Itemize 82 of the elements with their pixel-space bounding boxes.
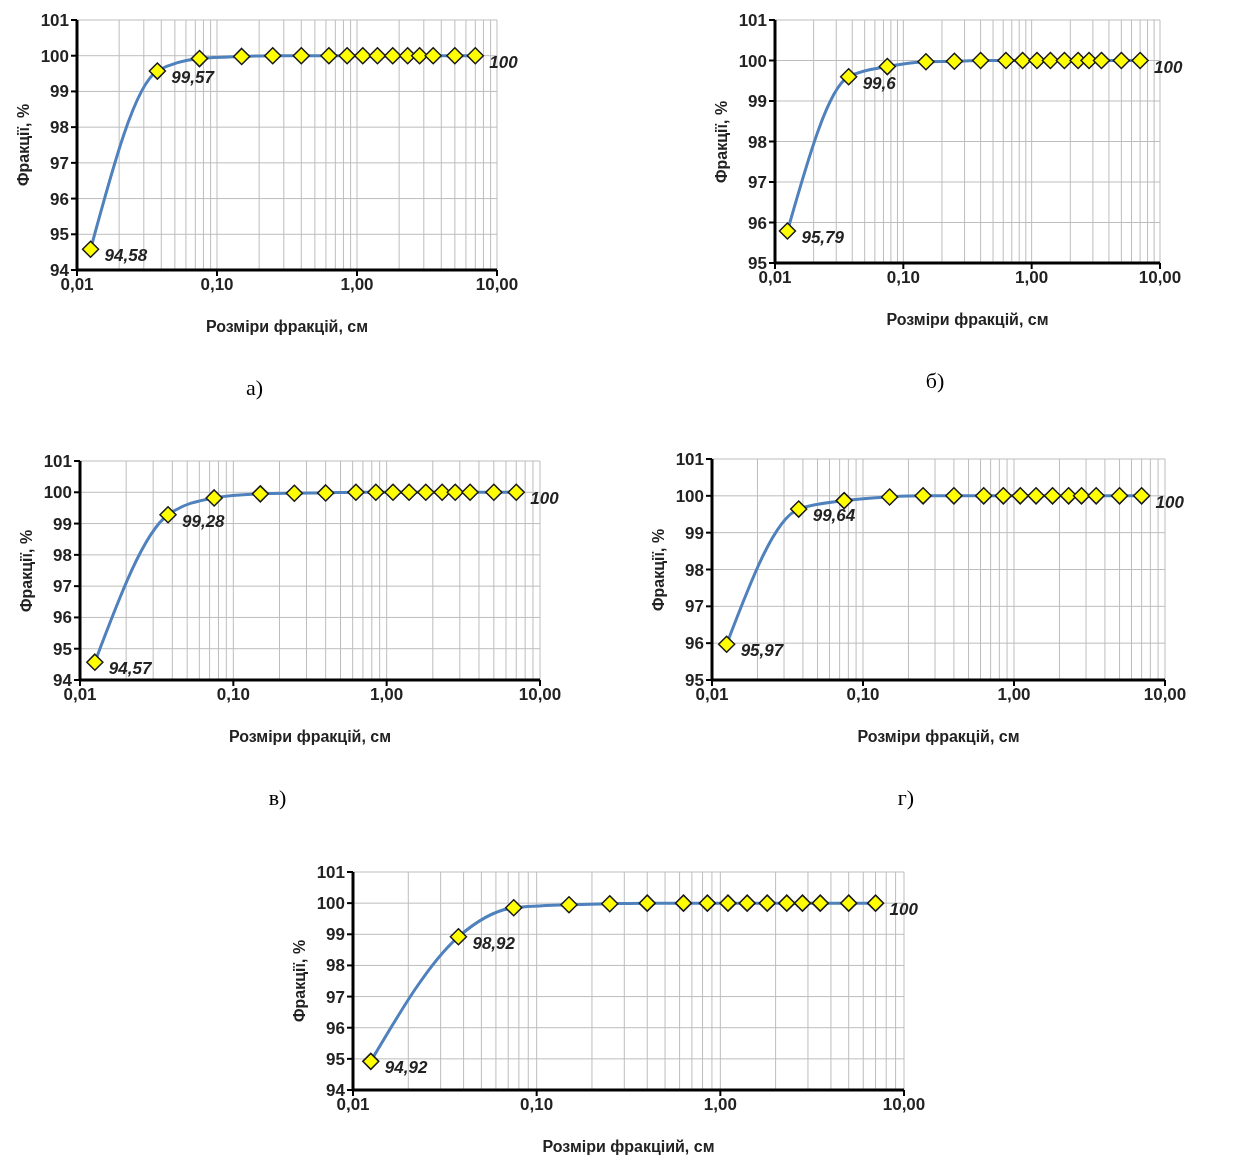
x-tick-label: 0,01 <box>758 268 792 288</box>
y-axis-title: Фракції, % <box>15 103 33 187</box>
x-axis-title: Розміри фракцій, см <box>228 728 392 745</box>
y-tick-label: 100 <box>40 46 69 66</box>
x-tick-label: 0,01 <box>60 275 94 295</box>
x-tick-label: 0,01 <box>695 685 729 705</box>
y-tick-label: 99 <box>50 82 69 102</box>
y-axis-title: Фракції, % <box>713 100 731 183</box>
y-tick-label: 97 <box>50 153 69 173</box>
x-tick-label: 1,00 <box>370 685 404 705</box>
y-tick-label: 97 <box>326 987 345 1007</box>
x-tick-label: 0,10 <box>886 268 920 288</box>
y-tick-label: 100 <box>43 483 72 503</box>
y-tick-label: 95 <box>53 639 72 659</box>
text: г) <box>896 785 916 811</box>
y-tick-label: 96 <box>748 213 767 233</box>
x-tick-label: 1,00 <box>1015 268 1049 288</box>
y-tick-label: 98 <box>685 560 704 580</box>
y-axis-title: Фракції, % <box>650 528 668 611</box>
x-tick-label: 10,00 <box>1143 685 1187 705</box>
y-tick-label: 100 <box>675 486 704 506</box>
y-tick-label: 98 <box>50 118 69 138</box>
x-tick-label: 0,01 <box>336 1095 370 1115</box>
y-tick-label: 96 <box>326 1018 345 1038</box>
data-label: 100 <box>889 900 919 920</box>
x-axis-title: Розміри фракцій, см <box>857 728 1020 745</box>
x-tick-label: 1,00 <box>703 1095 737 1115</box>
text: а) <box>244 375 265 401</box>
data-label: 99,64 <box>812 506 856 526</box>
y-tick-label: 95 <box>326 1049 345 1069</box>
data-label: 94,92 <box>384 1058 428 1078</box>
data-label: 100 <box>489 52 519 72</box>
data-label: 100 <box>530 489 560 509</box>
data-label: 100 <box>1154 57 1184 77</box>
x-axis-title: Розміри фракцій, см <box>886 311 1049 328</box>
x-tick-label: 10,00 <box>518 685 562 705</box>
y-tick-label: 101 <box>316 863 345 882</box>
x-tick-label: 10,00 <box>882 1095 926 1115</box>
y-tick-label: 96 <box>685 634 704 654</box>
y-tick-label: 97 <box>53 577 72 597</box>
x-axis-title: Розміри фракціий, см <box>542 1138 715 1155</box>
x-tick-label: 0,10 <box>846 685 880 705</box>
y-tick-label: 101 <box>40 11 69 30</box>
x-tick-label: 1,00 <box>340 275 374 295</box>
y-tick-label: 96 <box>50 189 69 209</box>
data-label: 98,92 <box>472 933 516 953</box>
x-tick-label: 0,01 <box>63 685 97 705</box>
y-tick-label: 101 <box>43 452 72 471</box>
y-tick-label: 98 <box>53 545 72 565</box>
data-label: 95,97 <box>740 641 785 661</box>
y-tick-label: 100 <box>738 51 767 71</box>
x-axis-title: Розміри фракцій, см <box>205 318 369 335</box>
y-tick-label: 99 <box>685 523 704 543</box>
y-axis-title: Фракції, % <box>291 939 309 1023</box>
y-tick-label: 95 <box>50 225 69 245</box>
data-label: 94,58 <box>104 246 148 266</box>
text: в) <box>267 785 288 811</box>
data-label: 99,28 <box>182 511 226 531</box>
x-tick-label: 0,10 <box>216 685 250 705</box>
text: б) <box>924 368 946 394</box>
y-tick-label: 99 <box>53 514 72 534</box>
y-tick-label: 98 <box>326 956 345 976</box>
y-axis-title: Фракції, % <box>18 529 36 612</box>
data-label: 95,79 <box>801 228 845 248</box>
x-tick-label: 0,10 <box>520 1095 554 1115</box>
x-tick-label: 10,00 <box>1138 268 1182 288</box>
y-tick-label: 97 <box>685 597 704 617</box>
y-tick-label: 100 <box>316 894 345 914</box>
x-tick-label: 10,00 <box>475 275 519 295</box>
data-label: 94,57 <box>108 659 153 679</box>
y-tick-label: 101 <box>675 450 704 469</box>
data-label: 99,57 <box>171 68 216 88</box>
y-tick-label: 97 <box>748 173 767 192</box>
y-tick-label: 98 <box>748 132 767 152</box>
data-label: 99,6 <box>862 73 897 93</box>
y-tick-label: 101 <box>738 11 767 30</box>
x-tick-label: 0,10 <box>200 275 234 295</box>
data-label: 100 <box>1155 492 1185 512</box>
y-tick-label: 96 <box>53 608 72 628</box>
x-tick-label: 1,00 <box>997 685 1031 705</box>
y-tick-label: 99 <box>748 92 767 111</box>
y-tick-label: 99 <box>326 925 345 945</box>
